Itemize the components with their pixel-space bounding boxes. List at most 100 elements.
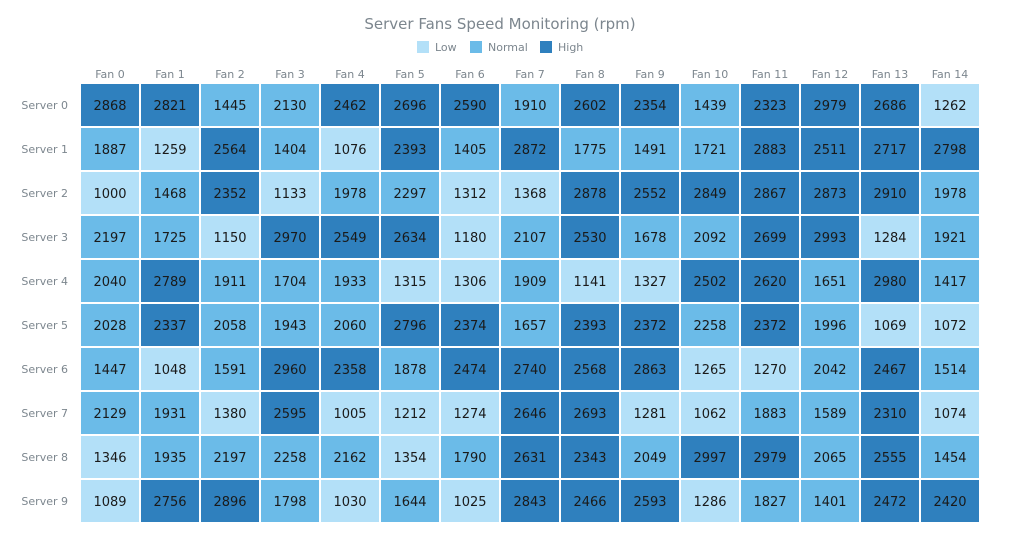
heatmap-cell[interactable]: [79, 434, 141, 480]
heatmap-cell[interactable]: [259, 478, 321, 524]
heatmap-cell[interactable]: [139, 434, 201, 480]
heatmap-cell[interactable]: [619, 302, 681, 348]
heatmap-cell[interactable]: [439, 346, 501, 392]
heatmap-cell[interactable]: [739, 170, 801, 216]
heatmap-cell[interactable]: [319, 390, 381, 436]
heatmap-cell[interactable]: [319, 346, 381, 392]
heatmap-cell[interactable]: [679, 390, 741, 436]
heatmap-cell[interactable]: [859, 258, 921, 304]
heatmap-cell[interactable]: [199, 302, 261, 348]
heatmap-cell[interactable]: [859, 478, 921, 524]
heatmap-cell[interactable]: [559, 214, 621, 260]
heatmap-cell[interactable]: [439, 258, 501, 304]
heatmap-cell[interactable]: [739, 302, 801, 348]
heatmap-cell[interactable]: [619, 214, 681, 260]
heatmap-cell[interactable]: [619, 82, 681, 128]
cell-value-label: 2467: [873, 363, 906, 378]
heatmap-cell[interactable]: [919, 126, 981, 172]
heatmap-cell[interactable]: [739, 126, 801, 172]
heatmap-cell[interactable]: [79, 214, 141, 260]
heatmap-cell[interactable]: [259, 214, 321, 260]
heatmap-cell[interactable]: [79, 126, 141, 172]
heatmap-cell[interactable]: [919, 478, 981, 524]
heatmap-cell[interactable]: [619, 390, 681, 436]
cell-value-label: 2162: [333, 451, 366, 466]
heatmap-cell[interactable]: [919, 434, 981, 480]
heatmap-cell[interactable]: [859, 302, 921, 348]
heatmap-cell[interactable]: [799, 258, 861, 304]
heatmap-cell[interactable]: [379, 258, 441, 304]
heatmap-cell[interactable]: [379, 434, 441, 480]
heatmap-cell[interactable]: [319, 214, 381, 260]
heatmap-cell[interactable]: [799, 478, 861, 524]
column-labels: Fan 0 Fan 1 Fan 2 Fan 3 Fan 4 Fan 5 Fan 6 Fan 7…: [95, 68, 968, 81]
heatmap-cell[interactable]: [199, 478, 261, 524]
heatmap-cell[interactable]: [859, 214, 921, 260]
heatmap-cell[interactable]: [559, 258, 621, 304]
heatmap-cell[interactable]: [199, 390, 261, 436]
heatmap-cell[interactable]: [439, 434, 501, 480]
heatmap-cell[interactable]: [499, 346, 561, 392]
heatmap-cell[interactable]: [859, 126, 921, 172]
column-label: Fan 1: [155, 68, 185, 81]
cell-value-label: 2042: [813, 363, 846, 378]
heatmap-cell[interactable]: [799, 346, 861, 392]
legend: Low Normal High: [417, 41, 583, 54]
cell-value-label: 2092: [693, 231, 726, 246]
heatmap-cell[interactable]: [139, 478, 201, 524]
heatmap-cell[interactable]: [439, 478, 501, 524]
heatmap-cell[interactable]: [499, 214, 561, 260]
heatmap-cell[interactable]: [859, 346, 921, 392]
heatmap-cell[interactable]: [439, 126, 501, 172]
heatmap-cell[interactable]: [559, 346, 621, 392]
heatmap-cell[interactable]: [439, 302, 501, 348]
heatmap-cell[interactable]: [739, 434, 801, 480]
heatmap-cell[interactable]: [139, 302, 201, 348]
row-label: Server 3: [21, 231, 68, 244]
heatmap-cell[interactable]: [79, 346, 141, 392]
heatmap-cell[interactable]: [379, 82, 441, 128]
heatmap-cell[interactable]: [79, 170, 141, 216]
heatmap-cell[interactable]: [79, 258, 141, 304]
heatmap-cell[interactable]: [859, 434, 921, 480]
cell-value-label: 2352: [213, 187, 246, 202]
heatmap-cell[interactable]: [739, 346, 801, 392]
heatmap-cell[interactable]: [379, 214, 441, 260]
heatmap-cell[interactable]: [499, 258, 561, 304]
heatmap-cell[interactable]: [919, 302, 981, 348]
heatmap-cell[interactable]: [799, 302, 861, 348]
heatmap-cell[interactable]: [199, 214, 261, 260]
heatmap-cell[interactable]: [379, 126, 441, 172]
heatmap-cell[interactable]: [139, 126, 201, 172]
heatmap-cell[interactable]: [859, 82, 921, 128]
heatmap-cell[interactable]: [679, 434, 741, 480]
heatmap-cell[interactable]: [499, 434, 561, 480]
cell-value-label: 1404: [273, 143, 306, 158]
heatmap-cell[interactable]: [319, 126, 381, 172]
heatmap-cell[interactable]: [379, 346, 441, 392]
heatmap-cell[interactable]: [739, 258, 801, 304]
heatmap-cell[interactable]: [439, 170, 501, 216]
heatmap-cell[interactable]: [379, 170, 441, 216]
heatmap-cell[interactable]: [499, 126, 561, 172]
heatmap-cell[interactable]: [919, 170, 981, 216]
heatmap-cell[interactable]: [259, 126, 321, 172]
heatmap-cell[interactable]: [499, 478, 561, 524]
heatmap-cell[interactable]: [559, 434, 621, 480]
heatmap-cell[interactable]: [919, 258, 981, 304]
heatmap-cell[interactable]: [919, 390, 981, 436]
heatmap-cell[interactable]: [679, 214, 741, 260]
heatmap-cell[interactable]: [259, 258, 321, 304]
cell-value-label: 1878: [393, 363, 426, 378]
heatmap-cell[interactable]: [439, 390, 501, 436]
heatmap-cell[interactable]: [499, 82, 561, 128]
cell-value-label: 1827: [753, 495, 786, 510]
heatmap-cell[interactable]: [739, 478, 801, 524]
heatmap-cell[interactable]: [739, 82, 801, 128]
cell-value-label: 1072: [933, 319, 966, 334]
cell-value-label: 2843: [513, 495, 546, 510]
cell-value-label: 2393: [393, 143, 426, 158]
heatmap-cell[interactable]: [259, 302, 321, 348]
heatmap-cell[interactable]: [379, 302, 441, 348]
heatmap-cell[interactable]: [619, 478, 681, 524]
